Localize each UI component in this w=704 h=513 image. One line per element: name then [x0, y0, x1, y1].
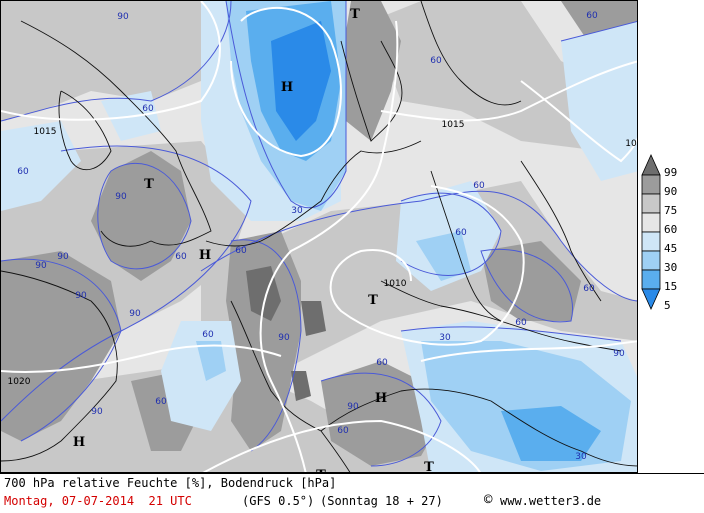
isobar-label: 1010: [384, 279, 407, 289]
humidity-label: 60: [473, 181, 485, 191]
forecast-date: Montag, 07-07-2014 21 UTC: [4, 494, 192, 508]
legend-arrow-down: [641, 288, 661, 310]
legend-label-90: 90: [664, 185, 678, 198]
humidity-label: 60: [430, 56, 442, 66]
humidity-label: 60: [455, 228, 467, 238]
legend-label-5: 5: [664, 299, 671, 312]
humidity-label: 90: [91, 407, 103, 417]
model-run: (Sonntag 18 + 27): [320, 494, 443, 508]
humidity-label: 90: [115, 192, 127, 202]
humidity-5-areas: [271, 21, 331, 141]
legend-label-99: 99: [664, 166, 678, 179]
high-pressure-label: H: [73, 435, 85, 450]
weather-map: H T T H T H H T T 1015 1015 1010 1020 10…: [0, 0, 638, 473]
humidity-label: 60: [583, 284, 595, 294]
low-pressure-label: T: [316, 468, 326, 473]
humidity-pressure-map: H T T H T H H T T 1015 1015 1010 1020 10…: [1, 1, 637, 473]
humidity-label: 90: [117, 12, 129, 22]
humidity-label: 60: [175, 252, 187, 262]
humidity-label: 60: [515, 318, 527, 328]
high-pressure-label: H: [199, 248, 211, 263]
legend-arrow-up: [641, 154, 661, 176]
site-link[interactable]: www.wetter3.de: [500, 494, 602, 508]
humidity-label: 60: [235, 246, 247, 256]
map-title: 700 hPa relative Feuchte [%], Bodendruck…: [4, 476, 337, 490]
humidity-label: 90: [57, 252, 69, 262]
humidity-label: 60: [202, 330, 214, 340]
copyright-icon: ©: [484, 492, 493, 508]
humidity-label: 60: [142, 104, 154, 114]
isobar-label: 10: [625, 139, 637, 149]
legend-label-60: 60: [664, 223, 678, 236]
humidity-label: 90: [75, 291, 87, 301]
low-pressure-label: T: [424, 460, 434, 473]
isobar-label: 1015: [34, 127, 57, 137]
humidity-label: 60: [337, 426, 349, 436]
humidity-label: 90: [129, 309, 141, 319]
humidity-value-labels: 90 60 60 90 90 60 90 90 90 60 60 60 30 6…: [17, 11, 625, 462]
humidity-label: 30: [575, 452, 587, 462]
legend-scale: [641, 154, 661, 310]
isobars: [1, 1, 637, 472]
isobar-label: 1015: [442, 120, 465, 130]
legend-swatch: [641, 269, 661, 290]
legend-label-75: 75: [664, 204, 678, 217]
humidity-label: 90: [347, 402, 359, 412]
legend-label-45: 45: [664, 242, 678, 255]
legend-swatch: [641, 212, 661, 233]
legend-swatch: [641, 231, 661, 252]
high-pressure-label: H: [375, 391, 387, 406]
humidity-label: 60: [17, 167, 29, 177]
high-pressure-label: H: [281, 80, 293, 95]
legend-swatch: [641, 193, 661, 214]
low-pressure-label: T: [144, 177, 154, 192]
humidity-label: 90: [613, 349, 625, 359]
legend-swatch: [641, 174, 661, 195]
low-pressure-label: T: [368, 293, 378, 308]
isobar-label: 1020: [8, 377, 31, 387]
humidity-label: 90: [35, 261, 47, 271]
humidity-label: 60: [155, 397, 167, 407]
legend-label-15: 15: [664, 280, 678, 293]
humidity-label: 60: [586, 11, 598, 21]
legend-swatch: [641, 250, 661, 271]
humidity-label: 60: [376, 358, 388, 368]
isobar-value-labels: 1015 1015 1010 1020 10: [8, 120, 637, 387]
color-legend: 99 90 75 60 45 30 15 5: [638, 0, 704, 473]
humidity-label: 30: [439, 333, 451, 343]
map-footer: 700 hPa relative Feuchte [%], Bodendruck…: [0, 473, 704, 513]
pressure-labels: H T T H T H H T T: [73, 7, 434, 473]
humidity-label: 30: [291, 206, 303, 216]
humidity-label: 90: [278, 333, 290, 343]
low-pressure-label: T: [350, 7, 360, 22]
legend-label-30: 30: [664, 261, 678, 274]
model-name: (GFS 0.5°): [242, 494, 315, 508]
